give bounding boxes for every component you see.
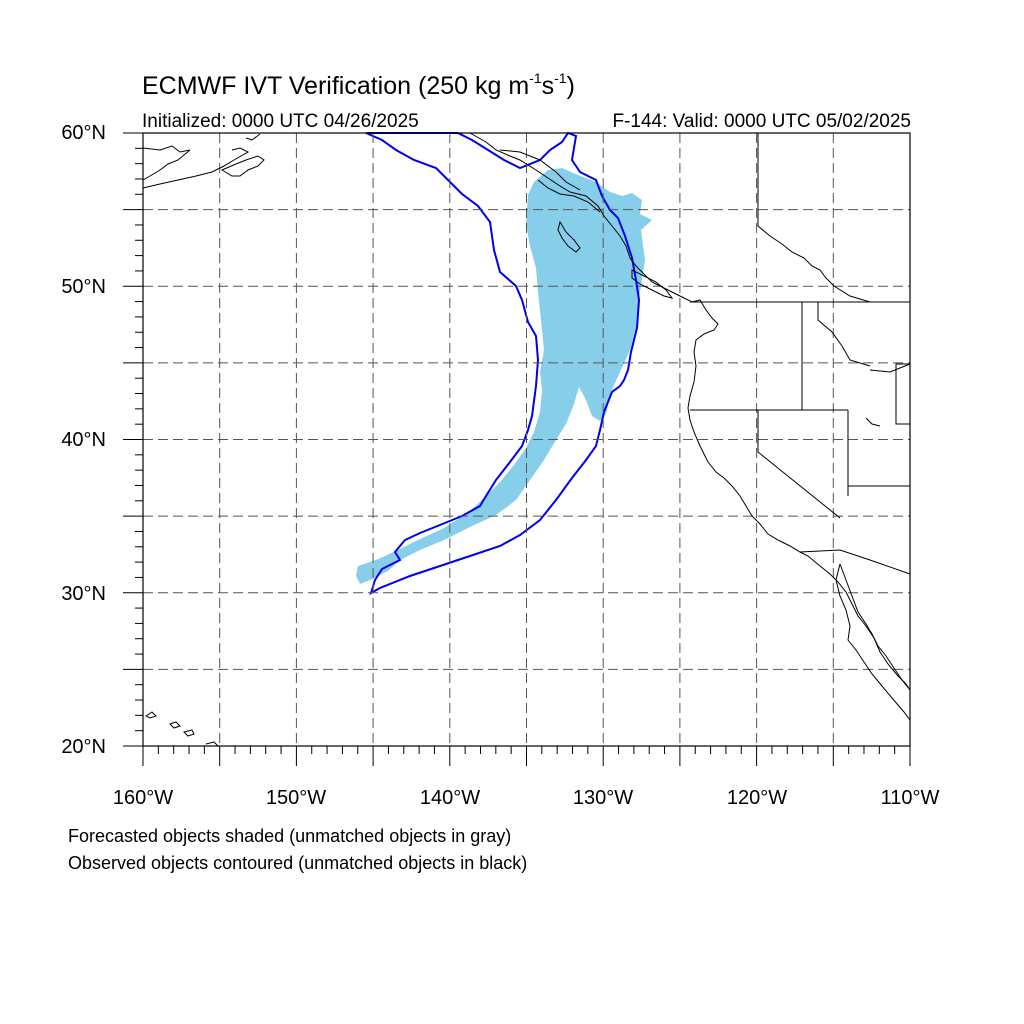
- coastlines: [142, 132, 911, 747]
- observed-legend-note: Observed objects contoured (unmatched ob…: [68, 853, 528, 873]
- lon-label-160w: 160°W: [112, 787, 174, 809]
- chart-title: ECMWF IVT Verification (250 kg m-1s-1): [142, 70, 575, 100]
- lon-label-130w: 130°W: [572, 787, 634, 809]
- lon-label-150w: 150°W: [265, 787, 327, 809]
- forecast-ivt-object: [356, 168, 652, 584]
- lat-label-40n: 40°N: [61, 429, 106, 451]
- lat-label-60n: 60°N: [61, 122, 106, 144]
- state-borders: [690, 133, 911, 575]
- lat-label-50n: 50°N: [61, 276, 106, 298]
- observed-ivt-contour: [365, 131, 641, 596]
- axis-ticks: [123, 132, 911, 766]
- valid-time-label: F-144: Valid: 0000 UTC 05/02/2025: [612, 111, 911, 132]
- lon-label-110w: 110°W: [880, 787, 940, 809]
- lat-label-20n: 20°N: [61, 736, 106, 758]
- initialized-label: Initialized: 0000 UTC 04/26/2025: [142, 111, 419, 132]
- map-frame: [142, 132, 911, 747]
- lat-label-30n: 30°N: [61, 583, 106, 605]
- lon-label-140w: 140°W: [419, 787, 481, 809]
- forecast-legend-note: Forecasted objects shaded (unmatched obj…: [68, 826, 512, 846]
- graticule: [143, 133, 910, 746]
- lon-label-120w: 120°W: [726, 787, 788, 809]
